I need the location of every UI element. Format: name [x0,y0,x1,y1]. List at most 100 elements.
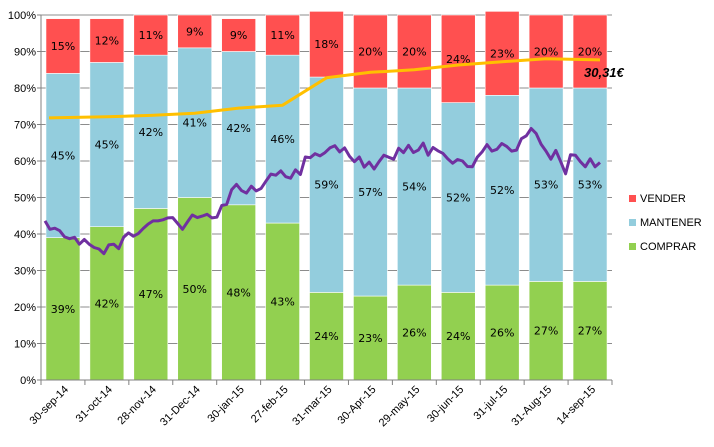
bar-vender [397,14,432,89]
bar-value-label: 9% [186,25,203,38]
bar-comprar [397,284,432,381]
bar-vender [45,18,81,74]
bar-vender [528,14,564,89]
y-tick-label: 40% [14,229,36,241]
bar-value-label: 27% [578,325,602,338]
bar-mantener [309,76,344,293]
x-tick-label: 31-Aug-15 [509,384,554,429]
bar-value-label: 11% [139,29,163,42]
bar-value-label: 24% [446,53,470,66]
target-price-label: 30,31€ [584,65,625,80]
y-tick-label: 20% [14,302,36,314]
bar-comprar [440,292,476,381]
bar-vender [133,14,169,56]
bar-mantener [265,54,300,224]
bar-value-label: 20% [358,46,382,59]
y-tick-label: 10% [14,339,36,351]
bar-value-label: 46% [270,133,294,146]
bar-value-label: 39% [51,303,75,316]
y-tick-label: 100% [8,10,36,22]
bar-value-label: 43% [270,296,294,309]
bar-vender [89,18,125,63]
x-tick-label: 14-sep-15 [555,384,599,428]
bar-vender [265,14,300,56]
bar-value-label: 59% [314,179,338,192]
bar-mantener [177,47,213,198]
bar-value-label: 23% [358,332,382,345]
bar-value-label: 26% [490,327,514,340]
legend: VENDER MANTENER COMPRAR [629,193,702,253]
y-tick-label: 30% [14,266,36,278]
bar-comprar [221,204,256,381]
bar-value-label: 24% [446,330,470,343]
bar-value-label: 50% [183,283,207,296]
x-tick-label: 31-jul-15 [472,384,511,423]
bar-value-label: 42% [226,122,250,135]
bar-value-label: 41% [183,117,207,130]
bar-comprar [133,208,169,381]
x-tick-label: 28-nov-14 [115,384,159,428]
y-tick-label: 90% [14,47,36,59]
bar-value-label: 53% [534,179,558,192]
bar-value-label: 20% [534,46,558,59]
x-tick-label: 27-feb-15 [249,384,291,426]
legend-label-comprar: COMPRAR [640,241,696,253]
y-axis-tick-labels: 0% 10% 20% 30% 40% 50% 60% 70% 80% 90% 100% [8,10,36,387]
bar-value-label: 53% [578,179,602,192]
y-tick-label: 70% [14,120,36,132]
y-tick-label: 50% [14,193,36,205]
bar-vender [177,14,213,49]
bar-vender [221,18,256,52]
price-line [43,127,601,256]
bar-value-label: 15% [51,40,75,53]
legend-swatch-comprar [629,243,636,250]
bar-value-label: 23% [490,47,514,60]
legend-swatch-mantener [629,219,636,226]
bar-value-label: 45% [51,150,75,163]
bar-vender [353,14,388,89]
bar-mantener [528,87,564,282]
bar-value-labels: 39% 45% 15% 42% 45% 12% 47% 42% 11% 50% 41% 9% 48% 42… [51,25,603,345]
bar-value-label: 42% [95,297,119,310]
legend-label-mantener: MANTENER [640,217,702,229]
bar-value-label: 9% [230,29,247,42]
bar-comprar [89,226,125,381]
bar-value-label: 20% [402,46,426,59]
y-tick-label: 60% [14,156,36,168]
bar-value-label: 27% [534,325,558,338]
x-tick-label: 31-Dec-14 [158,384,203,429]
bar-mantener [45,73,81,238]
bar-vender [484,11,520,96]
x-tick-label: 31-mar-15 [290,384,334,428]
x-tick-label: 31-oct-14 [74,384,115,425]
bar-mantener [353,87,388,297]
legend-swatch-vender [629,195,636,202]
bar-comprar [353,295,388,381]
bar-value-label: 48% [226,286,250,299]
bar-vender [572,14,608,89]
bar-mantener [133,54,169,209]
bar-value-label: 12% [95,35,119,48]
axes [37,14,613,385]
y-tick-label: 80% [14,83,36,95]
target-price-line [48,57,601,120]
bars [45,11,608,381]
overlay-lines: 30,31€ [43,57,625,256]
bar-comprar [265,222,300,381]
x-tick-label: 30-jun-15 [425,384,466,425]
bar-vender [309,11,344,78]
bar-mantener [440,102,476,293]
bar-value-label: 20% [578,46,602,59]
bar-mantener [484,95,520,286]
bar-value-label: 57% [358,186,382,199]
bar-mantener [89,62,125,228]
legend-label-vender: VENDER [640,193,686,205]
bar-value-label: 52% [490,184,514,197]
bar-vender [440,14,476,103]
x-tick-label: 30-jan-15 [205,384,246,425]
bar-value-label: 11% [270,29,294,42]
y-tick-label: 0% [20,375,36,387]
bar-value-label: 42% [139,126,163,139]
bar-value-label: 45% [95,139,119,152]
